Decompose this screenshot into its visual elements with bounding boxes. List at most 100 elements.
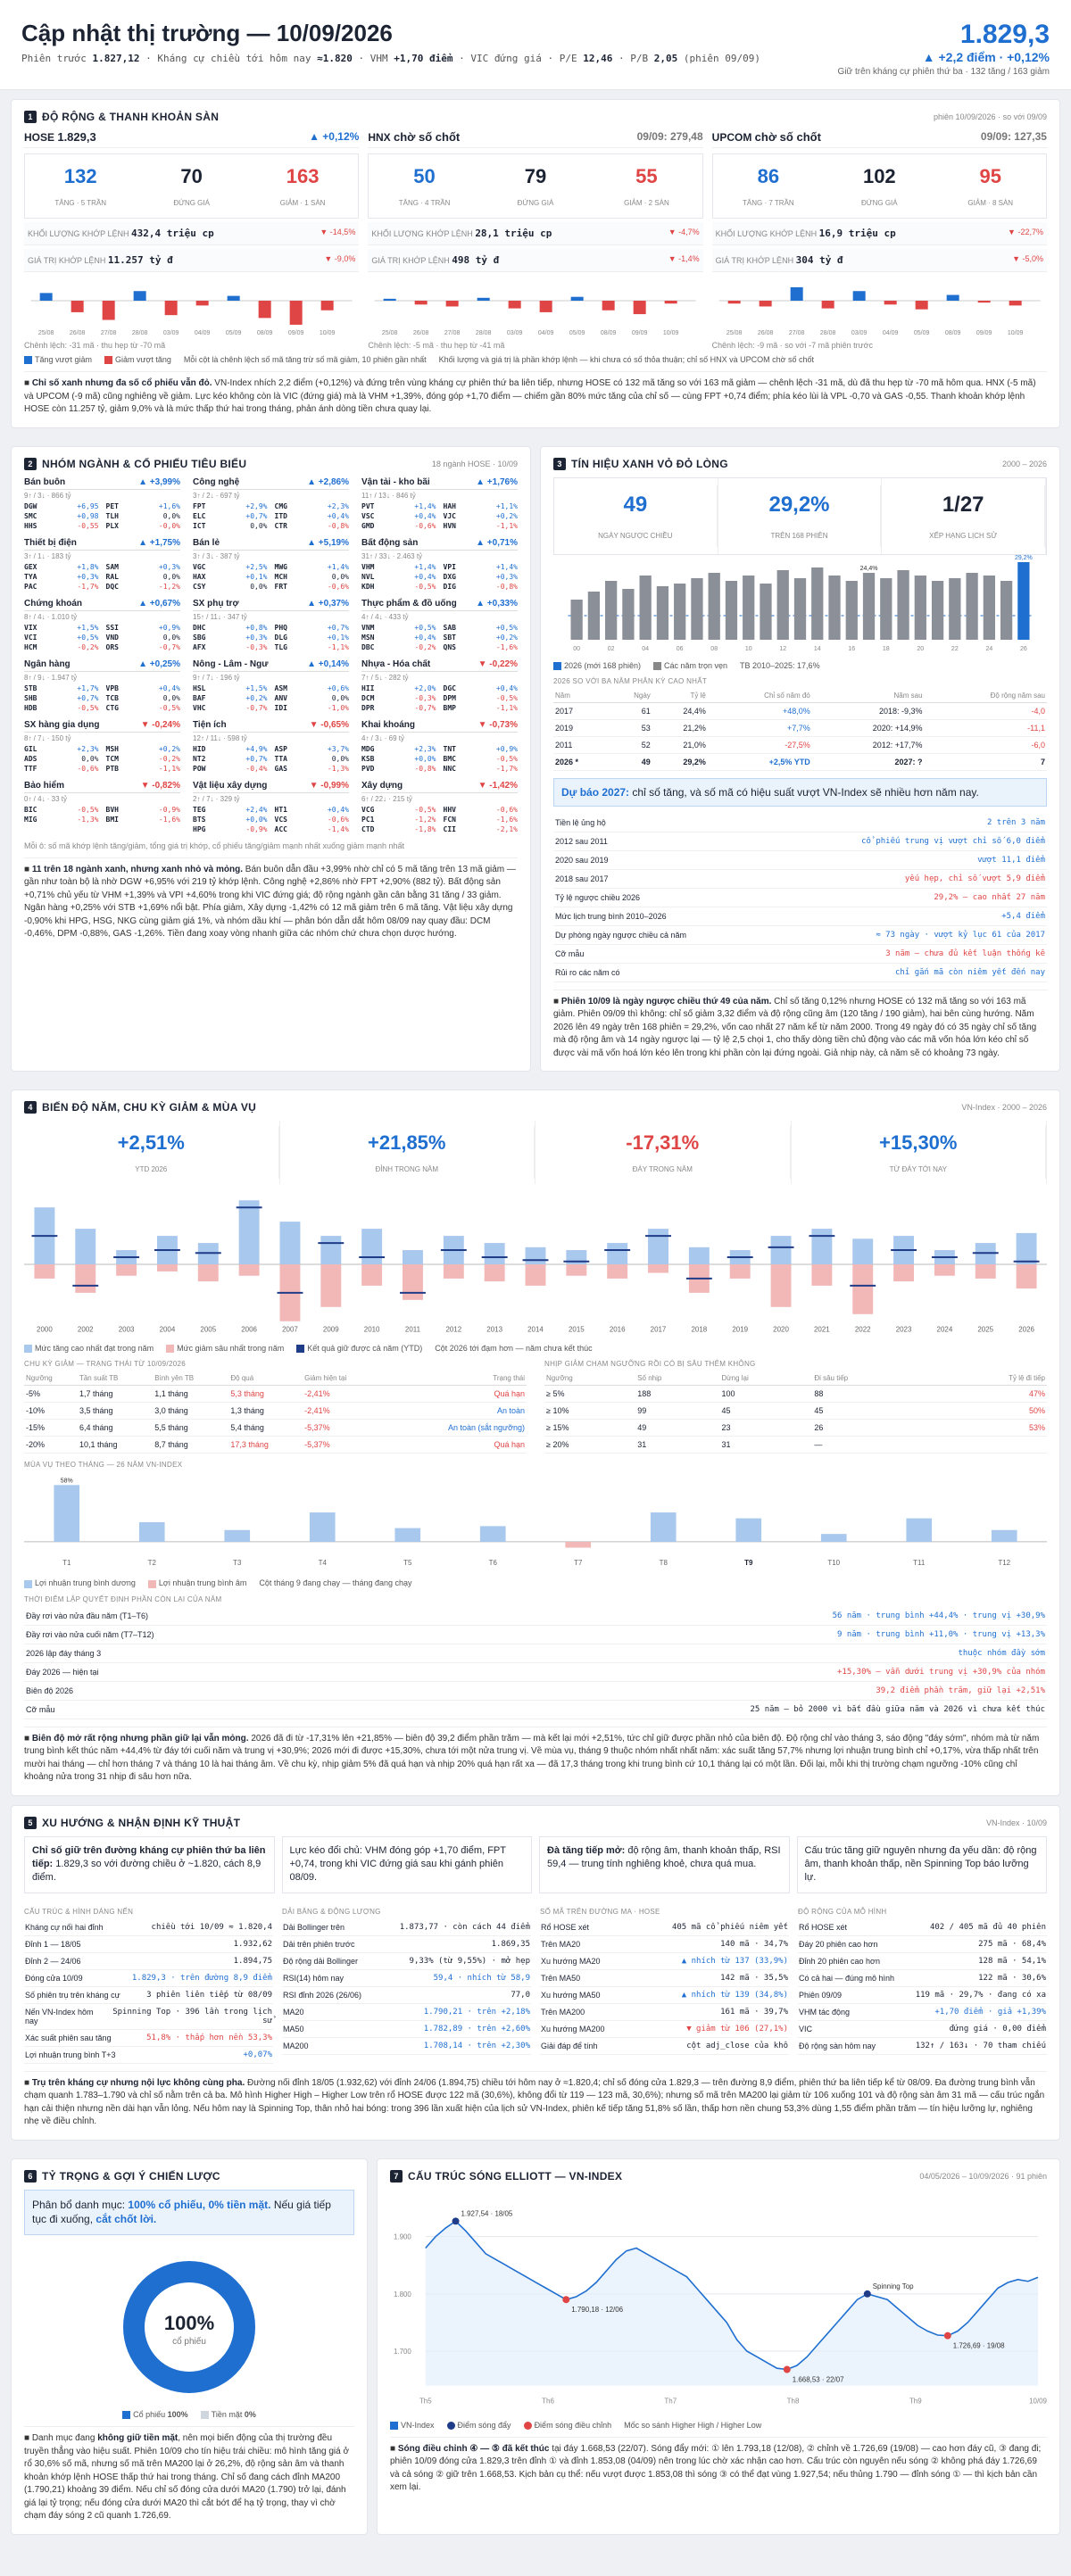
year-low-bar [320,1264,342,1308]
list-item: Dự phòng ngày ngược chiều cả năm ≈ 73 ngà… [553,926,1047,945]
sector-card: Ngân hàng ▲ +0,25% 8↑ / 9↓ · 1.947 tỷ STB +1… [24,658,180,712]
divergence-bar [760,583,772,640]
month-label: T8 [660,1559,668,1567]
year-low-bar [566,1264,587,1276]
divergence-bar [931,580,944,640]
technical-item: Nến VN-Index hôm nay Spinning Top · 396 l… [24,2004,273,2030]
index-change: ▲ +2,2 điểm · +0,12% [922,50,1050,64]
divergence-bar [1017,561,1030,640]
breadth-date-label: 27/08 [789,330,805,336]
advance-decline: 132 TĂNG · 5 TRẦN 70 ĐỨNG GIÁ 163 GIẢM · 1 SÀ… [24,153,360,219]
month-label: T3 [233,1559,242,1567]
technical-item: Đỉnh 2 — 24/06 1.894,75 [24,1953,273,1970]
technical-item: Đóng cửa 10/09 1.829,3 · trên đường 8,9 đ… [24,1970,273,1987]
divergence-x-label: 12 [779,646,786,652]
year-low-bar [729,1264,751,1280]
breadth-date-label: 03/09 [507,330,523,336]
sector-card: Bất động sản ▲ +0,71% 31↑ / 33↓ · 2.463 tỷ… [361,537,518,591]
year-low-bar [75,1264,96,1294]
technical-item: RSI(14) hôm nay 59,4 · nhích từ 58,9 [282,1970,531,1987]
list-item: Mức lịch trung bình 2010–2026 +5,4 điểm [553,907,1047,926]
recovery-row: ≥ 20% 31 31— [544,1436,1047,1454]
year-high-bar [279,1222,301,1265]
breadth-foot: Chênh lệch: -5 mã · thu hẹp từ -41 mã [368,341,505,350]
divergence-x-label: 10 [745,646,752,652]
year-high-bar [688,1247,710,1265]
decision-item: Đầy rơi vào nửa đầu năm (T1–T6) 56 năm · … [24,1607,1047,1626]
year-low-bar [484,1264,505,1282]
technical-item: Trên MA20 140 mã · 34,7% [540,1936,789,1953]
sector-grid: Bán buôn ▲ +3,99% 9↑ / 3↓ · 866 tỷ DGW +6,95… [24,477,518,834]
year-high-bar [607,1243,628,1265]
month-label: T12 [998,1559,1010,1567]
technical-item: Dải trên phiên trước 1.869,35 [282,1936,531,1953]
allocation-box: Phân bổ danh mục: 100% cổ phiếu, 0% tiền… [24,2189,354,2236]
technical-column: CẤU TRÚC & HÌNH DÁNG NẾN Kháng cự nối hai… [24,1901,273,2064]
wave-annotation: 1.726,69 · 19/08 [953,2341,1005,2349]
exchange-card: UPCOM chờ số chốt 09/09: 127,35 86 TĂNG · 7… [711,130,1047,350]
year-label: 2016 [610,1326,626,1334]
divergence-chart: 00 02 04 06 08 10 12 14 16 18 20 22 24 26 24,4% 29,2% [568,555,1033,652]
breadth-date-label: 26/08 [758,330,774,336]
allocation-note: ■ Danh mục đang không giữ tiền mặt, nên … [24,2426,354,2523]
range-stats: +2,51% YTD 2026 +21,85% ĐỈNH TRONG NĂM -17,3… [24,1121,1047,1185]
year-label: 2004 [160,1326,176,1334]
month-label: T2 [148,1559,157,1567]
divergence-bar [743,575,755,640]
divergence-row: 2011 52 21,0% -27,5% 2012: +17,7% -6,0 [553,736,1047,754]
breadth-bar [39,293,53,301]
sector-card: Công nghệ ▲ +2,86% 3↑ / 2↓ · 697 tỷ FPT +2,9… [193,476,349,530]
season-bar [309,1512,336,1543]
elliott-x-label: Th8 [787,2397,800,2405]
divergence-bar [570,599,583,640]
divergence-x-label: 16 [848,646,855,652]
cycle-row: -5% 1,7 tháng 1,1 tháng 5,3 tháng -2,41% Quá … [24,1385,527,1404]
year-label: 2024 [937,1326,953,1334]
decision-item: 2026 lập đáy tháng 3 thuộc nhóm đầy sớm [24,1644,1047,1663]
year-low-bar [811,1264,833,1287]
breadth-legend: Tăng vượt giảm Giảm vượt tăng Mỗi cột là… [24,355,1047,365]
divergence-bar [622,588,635,640]
year-low-bar [361,1264,383,1287]
breadth-bar [1009,301,1022,306]
technical-item: Đỉnh 1 — 18/05 1.932,62 [24,1936,273,1953]
divergence-x-label: 08 [710,646,718,652]
breadth-bar [602,301,615,311]
month-label: T7 [574,1559,583,1567]
breadth-bar [946,294,959,301]
technical-item: Xu hướng MA50 ▲ nhích từ 139 (34,8%) [540,1987,789,2004]
decision-item: Cỡ mẫu 25 năm — bỏ 2000 vì bắt đầu giữa n… [24,1701,1047,1719]
sector-card: SX phụ trợ ▲ +0,37% 15↑ / 11↓ · 347 tỷ DHC +… [193,598,349,651]
year-low-bar [893,1264,915,1282]
season-bar [906,1518,933,1543]
advance-decline: 86 TĂNG · 7 TRẦN 102 ĐỨNG GIÁ 95 GIẢM · 8 SÀN [711,153,1047,219]
divergence-x-label: 20 [917,646,924,652]
section-elliott: 7 CẤU TRÚC SÓNG ELLIOTT — VN-INDEX 04/05/… [377,2158,1060,2535]
technical-item: Phiên 09/09 119 mã · 29,7% · đang có xa [798,1987,1047,2004]
year-high-bar [484,1243,505,1265]
year-label: 2017 [651,1326,667,1334]
elliott-y-label: 1.700 [394,2348,411,2356]
breadth-bar [445,301,459,307]
year-label: 2015 [569,1326,585,1334]
technical-item: MA200 1.708,14 · trên +2,30% [282,2038,531,2055]
year-low-bar [934,1264,955,1276]
decision-item: Biên độ 2026 39,2 điểm phần trăm, giữ lại… [24,1682,1047,1701]
year-high-bar [770,1236,792,1265]
sector-card: Bảo hiểm ▼ -0,82% 0↑ / 4↓ · 33 tỷ BIC -0,5% B… [24,780,180,824]
breadth-date-label: 27/08 [444,330,461,336]
wave-point [452,2217,460,2224]
year-label: 2020 [773,1326,789,1334]
month-label: T5 [403,1559,412,1567]
year-label: 2007 [282,1326,298,1334]
breadth-date-label: 08/09 [257,330,273,336]
sector-card: Nông - Lâm - Ngư ▲ +0,14% 9↑ / 7↓ · 196 tỷ… [193,658,349,712]
technical-item: Rổ HOSE xét 402 / 405 mã đủ 40 phiên [798,1919,1047,1936]
range-stat: -17,31% ĐÁY TRONG NĂM [536,1121,792,1185]
year-label: 2014 [527,1326,544,1334]
season-bar [54,1485,80,1543]
decision-item: Đáy 2026 — hiện tại +15,30% — vẫn dưới tr… [24,1663,1047,1682]
divergence-table: Năm Ngày Tỷ lệ Chỉ số năm đó Năm sau Độ rộng … [553,688,1047,771]
breadth-bar-chart: 25/08 26/08 27/08 28/08 03/09 04/09 05/09 08/09… [30,291,353,336]
list-item: 2020 sau 2019 vượt 11,1 điểm [553,851,1047,870]
